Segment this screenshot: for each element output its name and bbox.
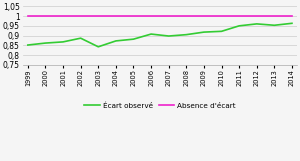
Absence d'écart [255,15,259,17]
Absence d'écart [114,15,118,17]
Absence d'écart [132,15,135,17]
Écart observé [132,38,135,40]
Absence d'écart [79,15,83,17]
Écart observé [255,23,259,25]
Absence d'écart [220,15,223,17]
Écart observé [167,35,170,37]
Écart observé [97,46,100,48]
Écart observé [114,40,118,42]
Écart observé [290,22,294,24]
Absence d'écart [237,15,241,17]
Écart observé [79,37,83,39]
Absence d'écart [167,15,170,17]
Écart observé [220,30,223,32]
Absence d'écart [290,15,294,17]
Absence d'écart [97,15,100,17]
Absence d'écart [272,15,276,17]
Line: Écart observé: Écart observé [28,23,292,47]
Écart observé [272,24,276,26]
Absence d'écart [26,15,30,17]
Absence d'écart [149,15,153,17]
Absence d'écart [61,15,65,17]
Écart observé [26,44,30,46]
Écart observé [44,42,47,44]
Absence d'écart [44,15,47,17]
Legend: Écart observé, Absence d'écart: Écart observé, Absence d'écart [81,99,239,111]
Écart observé [61,41,65,43]
Absence d'écart [184,15,188,17]
Absence d'écart [202,15,206,17]
Écart observé [149,33,153,35]
Écart observé [202,31,206,33]
Écart observé [184,34,188,36]
Écart observé [237,25,241,27]
